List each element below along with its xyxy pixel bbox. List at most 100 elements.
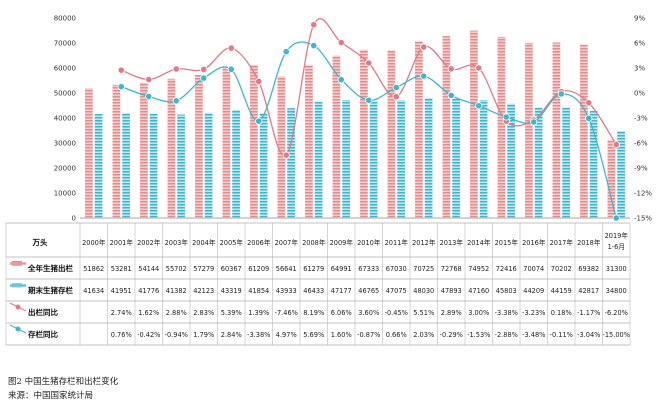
legend-swatch-marker xyxy=(15,326,21,332)
bar-slaughter xyxy=(195,74,203,219)
data-label: 41776 xyxy=(138,287,159,295)
bar-inventory xyxy=(617,131,625,218)
data-label: -0.94% xyxy=(165,331,188,339)
data-label: 72416 xyxy=(496,265,517,273)
data-label: -6.20% xyxy=(605,309,628,317)
y-right-tick-label: -15% xyxy=(634,215,652,223)
point-slaughter-yoy xyxy=(365,59,373,67)
data-label: -0.11% xyxy=(550,331,573,339)
data-label: 70074 xyxy=(523,265,544,273)
data-label: 46433 xyxy=(303,287,324,295)
data-label: 1.62% xyxy=(138,309,159,317)
bar-slaughter xyxy=(552,42,561,219)
data-label: 72768 xyxy=(441,265,462,273)
bar-slaughter xyxy=(470,30,478,219)
x-tick-label: 2010年 xyxy=(357,238,381,247)
point-inventory-yoy xyxy=(612,214,620,222)
x-tick-label: 2017年 xyxy=(550,238,574,247)
legend-label: 期末生猪存栏 xyxy=(28,285,73,295)
point-inventory-yoy xyxy=(557,90,565,98)
data-label: 3.60% xyxy=(358,309,379,317)
data-label: 51862 xyxy=(83,265,104,273)
point-inventory-yoy xyxy=(337,76,345,84)
data-label: -0.45% xyxy=(385,309,408,317)
bar-inventory xyxy=(122,113,130,218)
x-tick-label: 2018年 xyxy=(577,238,601,247)
y-left-tick-label: 30000 xyxy=(54,140,76,148)
legend-label: 全年生猪出栏 xyxy=(27,263,73,273)
point-slaughter-yoy xyxy=(200,65,208,74)
data-table: 万头 2000年 2001年 2002年 2003年 2004年 2005年 2006年 200… xyxy=(5,222,631,346)
point-inventory-yoy xyxy=(530,118,538,126)
plot-area: 0 10000 20000 30000 40000 50000 60000 70000 8000… xyxy=(54,15,653,223)
bar-inventory xyxy=(314,101,323,218)
data-label: 5.39% xyxy=(221,309,242,317)
data-label: 6.06% xyxy=(331,309,352,317)
point-inventory-yoy xyxy=(502,113,510,121)
y-right-tick-label: -9% xyxy=(634,165,648,173)
bar-slaughter xyxy=(222,67,231,219)
point-inventory-yoy xyxy=(145,92,153,101)
data-label: 54144 xyxy=(138,265,159,273)
point-slaughter-yoy xyxy=(282,151,290,159)
x-tick-label: 2019年 xyxy=(605,231,629,240)
y-right-tick-label: 9% xyxy=(634,15,645,23)
data-label: -7.46% xyxy=(275,309,298,317)
data-label: 55702 xyxy=(166,265,187,273)
data-label: 0.66% xyxy=(386,331,407,339)
bar-inventory xyxy=(507,103,515,218)
unit-label: 万头 xyxy=(32,237,48,247)
data-label: 47075 xyxy=(386,287,407,295)
bar-inventory xyxy=(589,110,598,218)
x-tick-label: 2005年 xyxy=(220,238,244,247)
x-tick-label: 2001年 xyxy=(110,238,134,247)
bar-inventory xyxy=(342,100,350,218)
bar-slaughter xyxy=(360,49,368,219)
data-label: 1.79% xyxy=(193,331,214,339)
point-slaughter-yoy xyxy=(447,65,455,73)
bar-slaughter xyxy=(85,88,93,218)
data-label: 2.84% xyxy=(221,331,242,339)
bar-slaughter xyxy=(250,64,258,218)
x-tick-label: 2006年 xyxy=(247,238,271,247)
point-slaughter-yoy xyxy=(420,43,428,51)
y-right-tick-label: 6% xyxy=(634,40,645,48)
data-label: 74952 xyxy=(468,265,489,273)
bar-inventory xyxy=(204,112,213,218)
data-label: 64991 xyxy=(331,265,352,273)
point-slaughter-yoy xyxy=(337,38,345,47)
data-label: 47160 xyxy=(468,287,489,295)
data-label: 70202 xyxy=(551,265,572,273)
x-tick-label: 2003年 xyxy=(165,238,189,247)
bar-slaughter xyxy=(607,139,616,218)
y-right-tick-label: -3% xyxy=(634,115,648,123)
data-label: 44159 xyxy=(551,287,572,295)
point-inventory-yoy xyxy=(365,96,373,104)
data-label: 5.69% xyxy=(303,331,324,339)
data-label: 61209 xyxy=(248,265,269,273)
data-label: 2.74% xyxy=(111,309,132,317)
data-label: 42123 xyxy=(193,287,214,295)
x-tick-label: 2009年 xyxy=(330,238,354,247)
data-label: 0.18% xyxy=(551,309,572,317)
data-label: 67333 xyxy=(358,265,379,273)
data-label: 46765 xyxy=(358,287,379,295)
legend-label: 存栏同比 xyxy=(27,329,58,339)
y-left-tick-label: 80000 xyxy=(54,15,76,23)
data-label: 47177 xyxy=(331,287,352,295)
data-label: 53281 xyxy=(111,265,132,273)
data-label: 42817 xyxy=(578,287,599,295)
y-left-tick-label: 20000 xyxy=(54,165,76,173)
caption-title: 图2 中国生猪存栏和出栏变化 xyxy=(8,376,119,387)
legend-swatch-marker xyxy=(15,304,21,310)
x-tick-label: 2002年 xyxy=(137,238,161,247)
data-label: 57279 xyxy=(193,265,214,273)
data-label: 67030 xyxy=(386,265,407,273)
point-inventory-yoy xyxy=(447,91,455,100)
y-left-tick-label: 40000 xyxy=(54,115,76,123)
data-label: 60367 xyxy=(221,265,242,273)
data-label: -15.00% xyxy=(602,331,630,339)
data-label: -3.48% xyxy=(522,331,545,339)
y-right-tick-label: 3% xyxy=(634,65,645,73)
